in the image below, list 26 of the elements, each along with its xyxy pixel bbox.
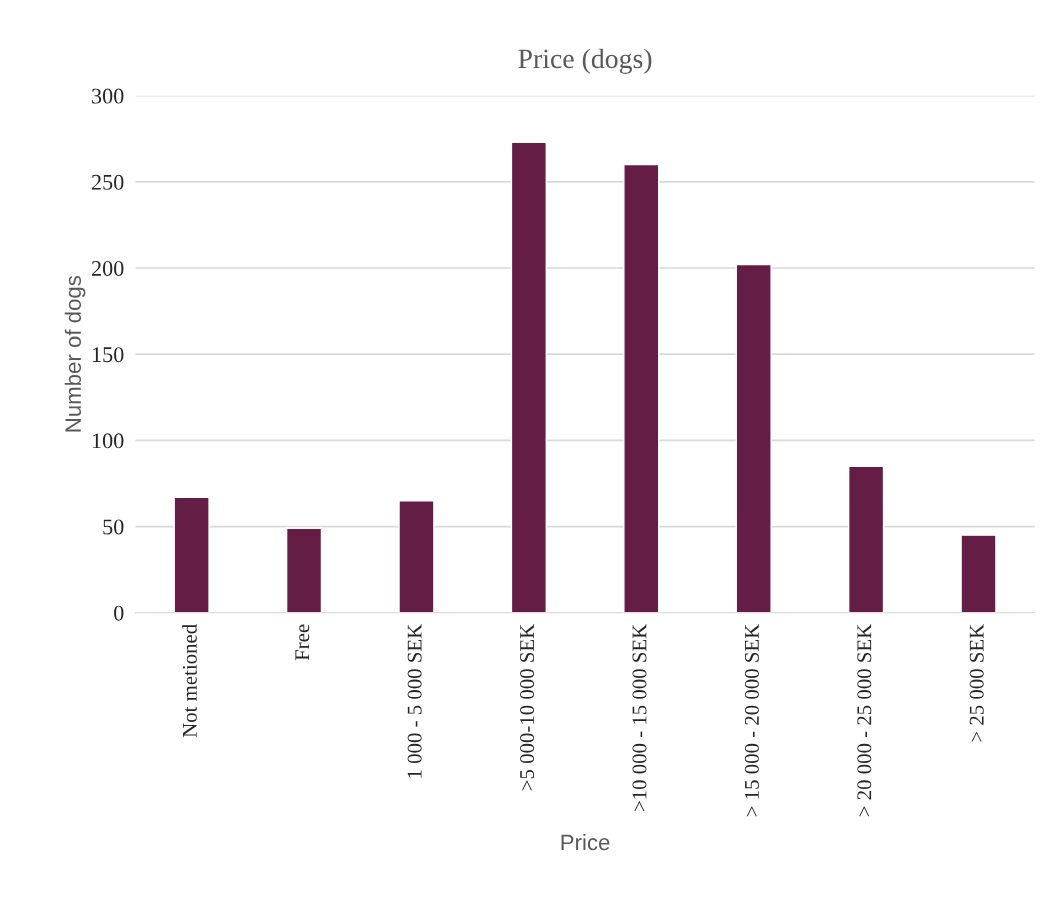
- x-tick-label: > 20 000 - 25 000 SEK: [857, 624, 872, 817]
- x-tick-label: Free: [295, 624, 310, 661]
- bar: [510, 141, 547, 613]
- bar: [960, 534, 997, 613]
- chart-title: Price (dogs): [518, 48, 652, 74]
- x-tick-label: Not metioned: [182, 624, 197, 738]
- x-tick-label: > 25 000 SEK: [969, 624, 984, 742]
- y-tick-label: 250: [91, 174, 124, 190]
- x-tick-label: > 15 000 - 20 000 SEK: [744, 624, 759, 817]
- y-tick-label: 300: [92, 88, 124, 104]
- bar: [735, 263, 772, 613]
- y-tick-label: 200: [91, 260, 124, 276]
- y-tick-label: 50: [103, 519, 124, 535]
- x-axis-title: Price: [561, 833, 610, 851]
- y-axis-title: Number of dogs: [64, 275, 86, 432]
- x-tick-label: >10 000 - 15 000 SEK: [632, 624, 647, 812]
- x-tick-label: 1 000 - 5 000 SEK: [407, 624, 422, 778]
- bar: [847, 465, 885, 613]
- x-tick-label: >5 000-10 000 SEK: [520, 624, 535, 791]
- y-tick-label: 0: [114, 605, 124, 621]
- y-tick-label: 150: [92, 347, 124, 363]
- bar: [623, 163, 660, 613]
- bar: [285, 527, 323, 613]
- y-tick-label: 100: [92, 433, 124, 449]
- bar: [173, 496, 210, 613]
- bar: [398, 499, 435, 613]
